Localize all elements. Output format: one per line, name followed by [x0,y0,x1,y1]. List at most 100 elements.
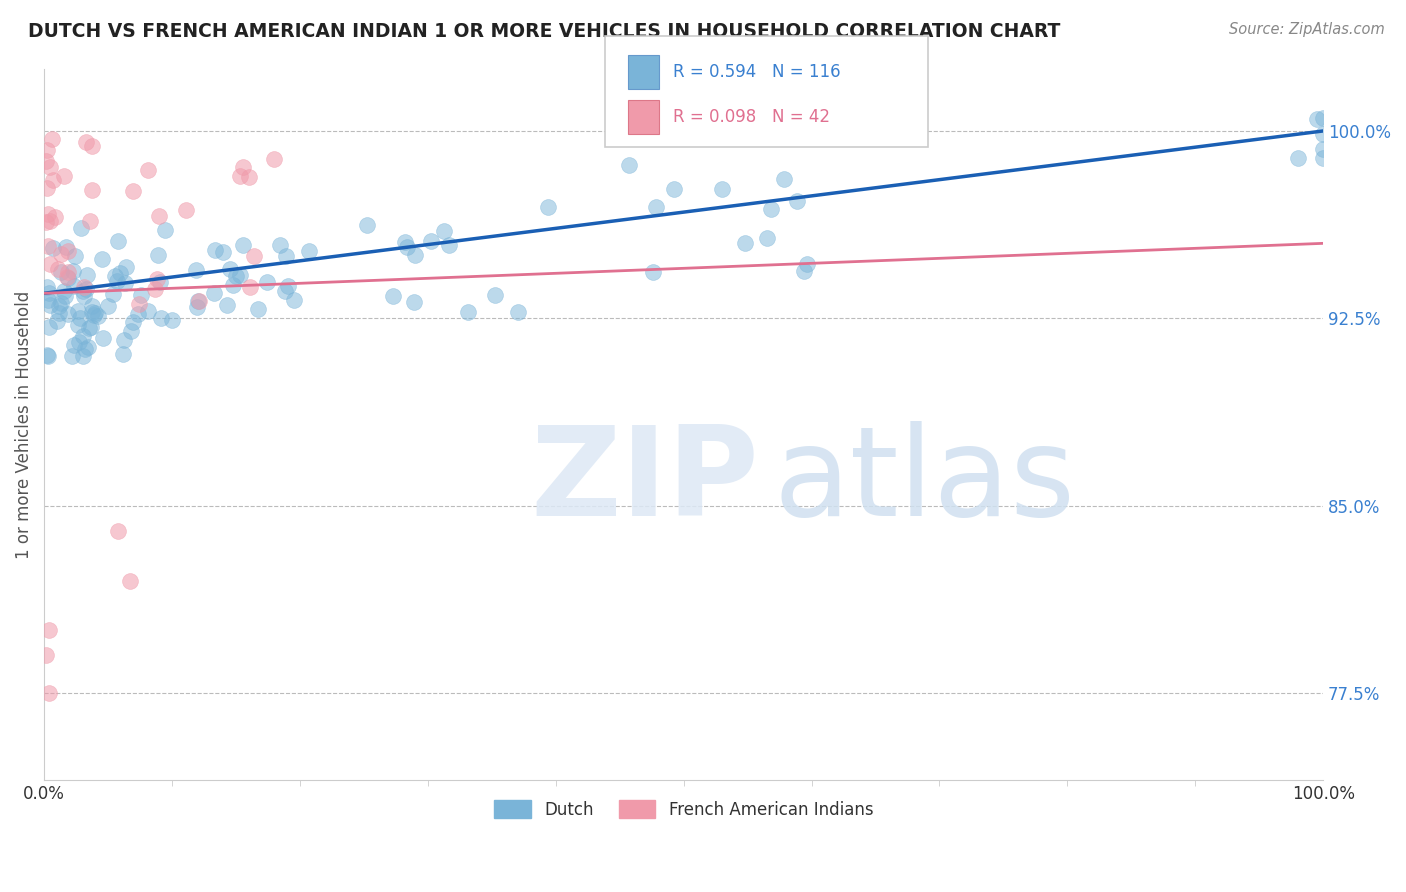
Point [35,348,58,362]
Point [101,287,124,301]
Point [433,224,456,238]
Point [1312,142,1334,156]
Point [759,202,782,216]
Point [49,296,72,310]
Point [1312,151,1334,165]
Point [277,279,299,293]
Point [105,274,128,288]
Point [115,260,138,274]
Point [73,342,96,356]
Point [107,234,129,248]
Y-axis label: 1 or more Vehicles in Household: 1 or more Vehicles in Household [15,290,32,558]
Point [136,304,159,318]
Point [263,152,285,166]
Point [80,319,103,334]
Point [80,305,103,319]
Point [215,298,238,312]
Point [457,305,479,319]
Point [114,277,136,291]
Point [122,315,145,329]
Point [72,279,94,293]
Point [734,236,756,251]
Point [37,207,59,221]
Point [617,157,640,171]
Text: Source: ZipAtlas.com: Source: ZipAtlas.com [1229,22,1385,37]
Point [136,163,159,178]
Point [232,238,254,252]
Point [37,349,59,363]
Point [239,280,262,294]
Point [37,181,59,195]
Point [58,264,80,278]
Point [48,299,70,313]
Point [53,289,76,303]
Point [42,173,65,187]
Point [69,310,91,325]
Point [37,143,59,157]
Point [394,235,416,249]
Point [104,269,127,284]
Point [221,277,243,292]
Point [34,215,56,229]
Point [118,574,141,588]
Point [184,263,207,277]
Point [67,318,90,332]
Point [38,160,60,174]
Point [58,308,80,322]
Point [112,347,135,361]
Point [793,264,815,278]
Point [256,275,278,289]
Point [143,282,166,296]
Point [38,686,60,700]
Point [641,265,664,279]
Point [38,320,60,334]
Point [56,269,79,284]
Point [37,239,59,253]
Point [42,241,65,255]
Point [80,299,103,313]
Point [46,261,69,276]
Point [35,280,58,294]
Point [48,306,70,320]
Point [127,307,149,321]
Point [274,249,297,263]
Point [232,160,254,174]
Point [51,265,73,279]
Text: DUTCH VS FRENCH AMERICAN INDIAN 1 OR MORE VEHICLES IN HOUSEHOLD CORRELATION CHAR: DUTCH VS FRENCH AMERICAN INDIAN 1 OR MOR… [28,22,1060,41]
Point [44,211,66,225]
Point [710,182,733,196]
Point [75,282,97,296]
Point [186,301,208,315]
Point [1312,127,1334,141]
Point [297,244,319,258]
Point [37,293,59,307]
Point [63,279,86,293]
Point [38,257,60,271]
Point [67,334,90,349]
Point [1312,112,1334,126]
Point [120,324,142,338]
Point [38,214,60,228]
Point [62,338,84,352]
Text: R = 0.594   N = 116: R = 0.594 N = 116 [673,63,841,81]
Point [508,305,530,319]
Point [107,524,129,538]
Point [70,220,93,235]
Point [174,203,197,218]
Point [537,200,560,214]
Point [772,172,794,186]
Point [796,257,818,271]
Point [202,285,225,300]
Point [269,237,291,252]
Point [63,249,86,263]
Point [664,182,686,196]
Point [247,301,270,316]
Point [146,271,169,285]
Point [212,245,235,260]
Point [41,132,63,146]
Point [38,285,60,300]
Point [35,648,58,663]
Point [402,294,425,309]
Point [38,624,60,638]
Point [82,183,104,197]
